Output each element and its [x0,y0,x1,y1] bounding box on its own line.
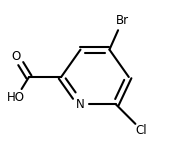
Text: Cl: Cl [136,124,147,137]
Text: Br: Br [116,14,129,27]
Text: HO: HO [7,91,25,104]
Text: N: N [76,98,85,111]
Text: O: O [11,50,21,63]
